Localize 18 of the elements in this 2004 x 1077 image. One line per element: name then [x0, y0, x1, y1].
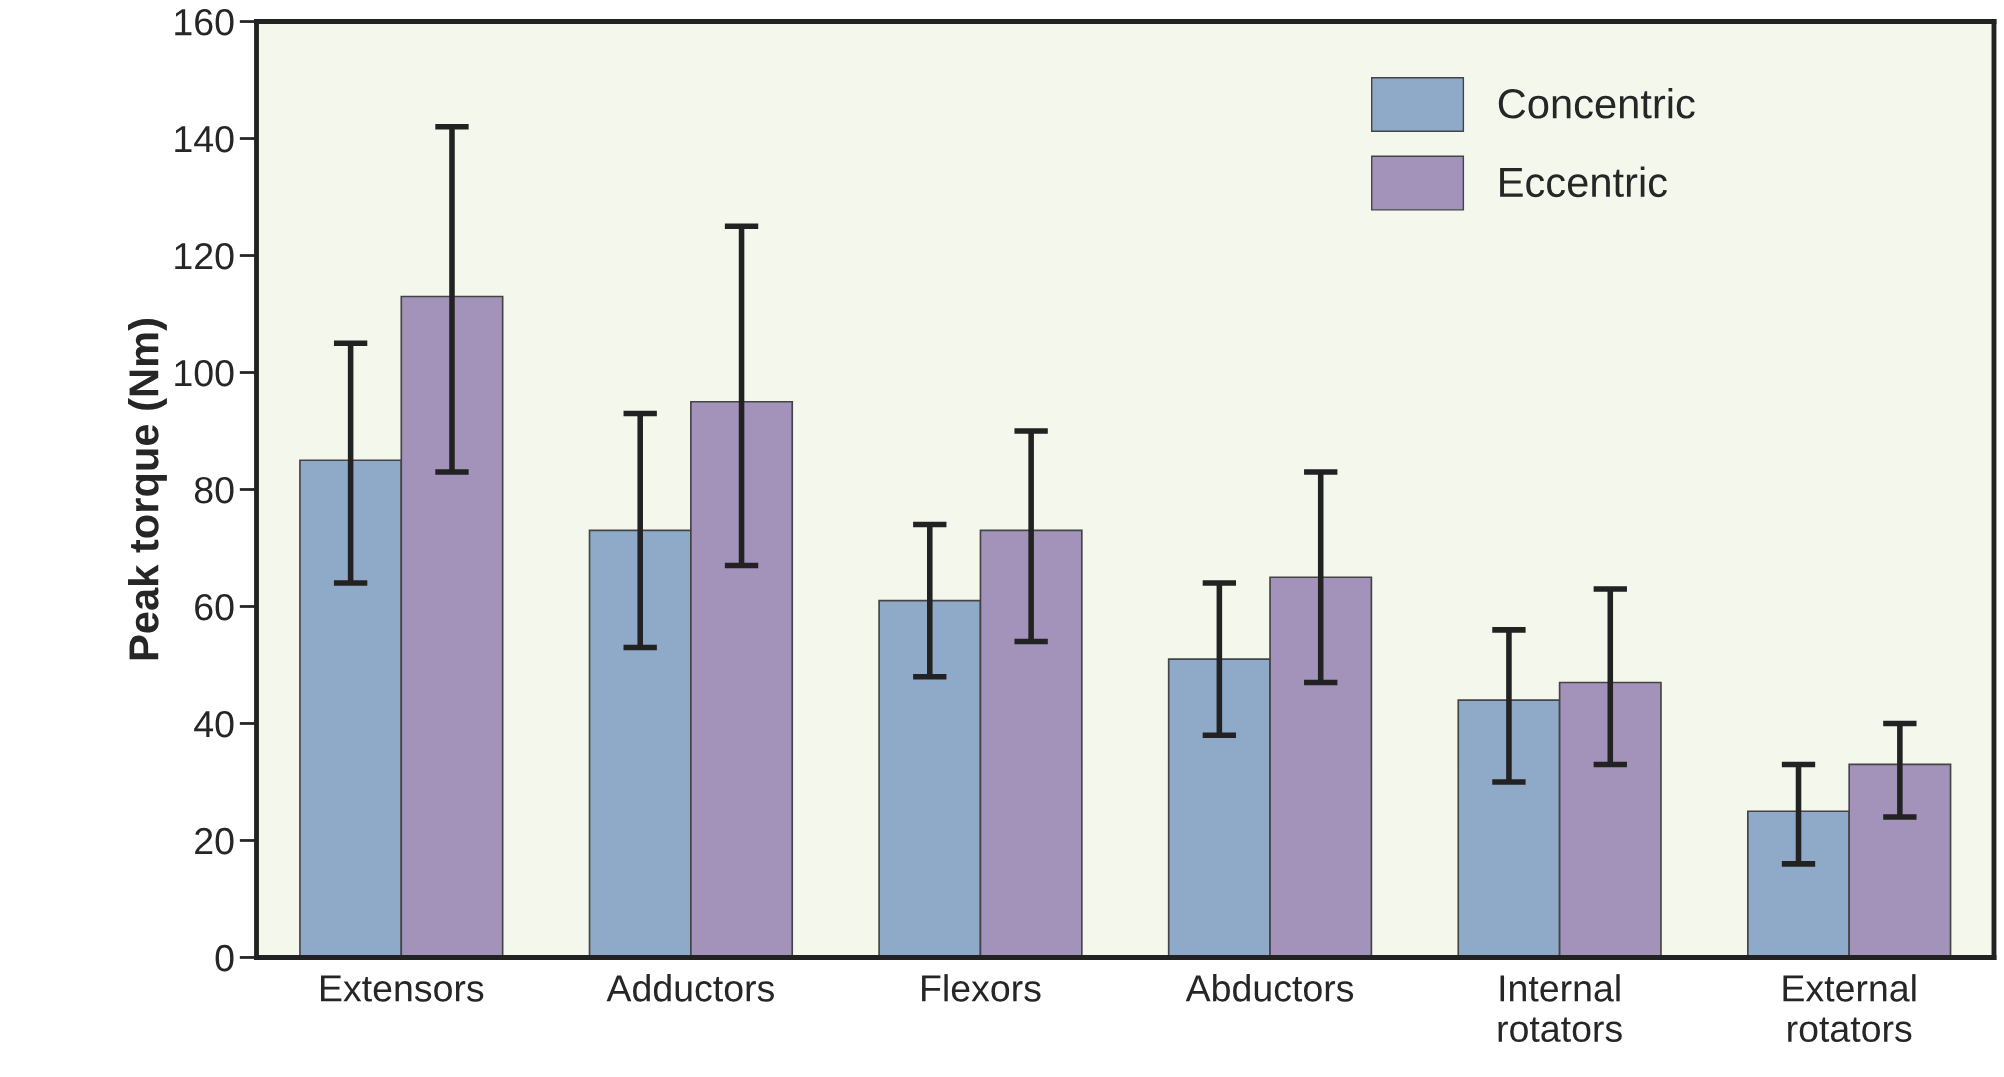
y-tick-label: 20 [195, 827, 234, 855]
y-tick-label: 0 [215, 944, 234, 972]
y-tick-label: 100 [175, 359, 234, 387]
y-axis-title: Peak torque (Nm) [128, 319, 167, 660]
x-tick-label: Flexors [922, 974, 1041, 1002]
y-tick-label: 120 [175, 242, 234, 270]
x-tick-label: Internal rotators [1498, 974, 1622, 1043]
y-tick-label: 60 [195, 593, 234, 621]
y-tick-label: 140 [175, 125, 234, 153]
x-tick-label: Extensors [321, 975, 484, 1002]
x-tick-label: Adductors [606, 974, 774, 1002]
x-tick-label: Abductors [1185, 974, 1354, 1002]
y-tick-label: 80 [194, 476, 234, 504]
legend-label: Concentric [1498, 87, 1695, 119]
y-tick-label: 40 [194, 710, 234, 738]
x-tick-label: External rotators [1783, 974, 1916, 1043]
y-tick-label: 160 [175, 8, 234, 36]
legend-label: Eccentric [1500, 166, 1667, 198]
